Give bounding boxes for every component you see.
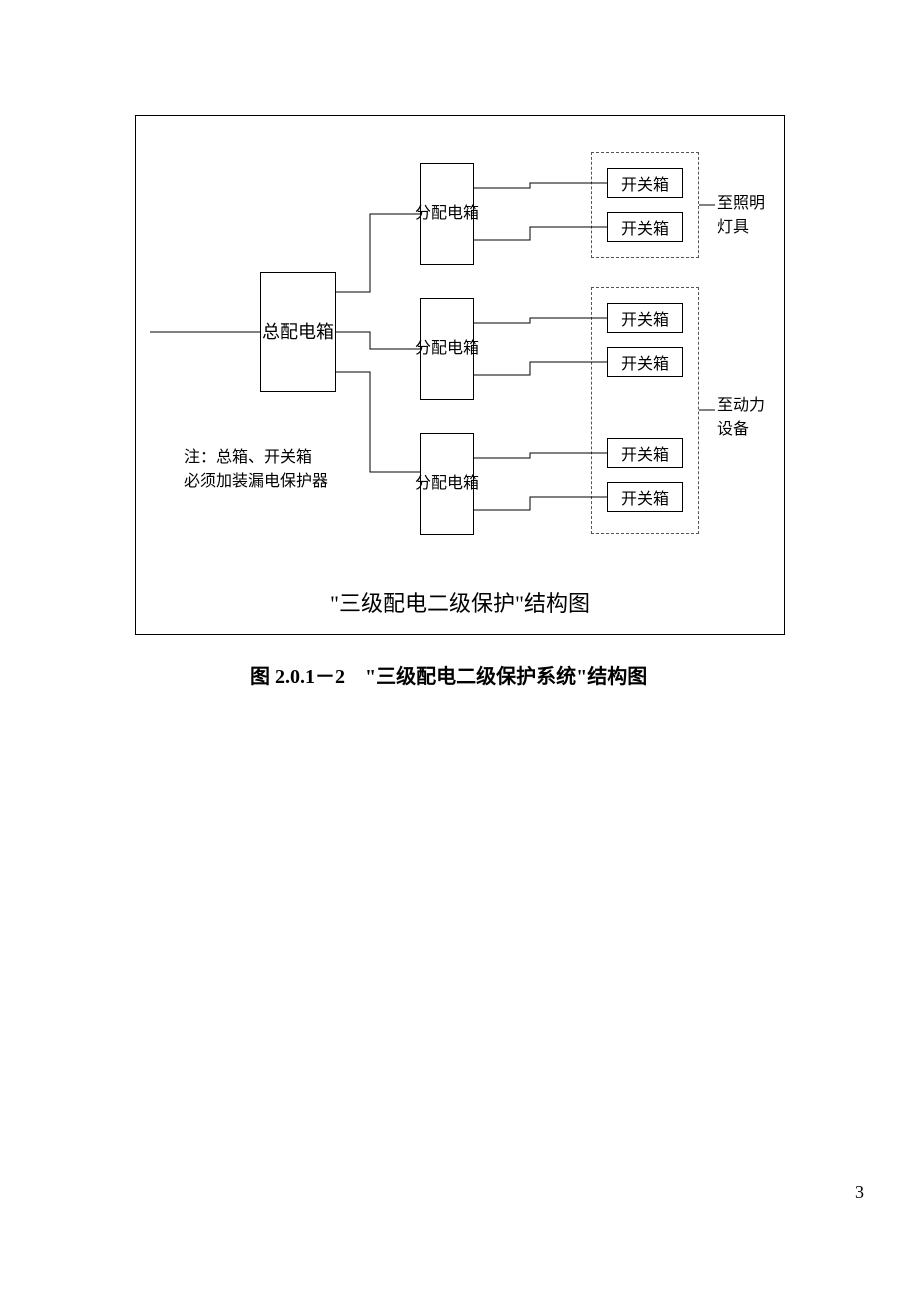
diagram-title: "三级配电二级保护"结构图 <box>135 586 785 618</box>
sub-distribution-box-0: 分配电箱 <box>420 163 474 265</box>
dashed-group-1 <box>591 287 699 534</box>
dashed-group-0 <box>591 152 699 258</box>
output-label-power: 至动力设备 <box>717 394 777 442</box>
sub-distribution-box-1: 分配电箱 <box>420 298 474 400</box>
figure-caption: 图 2.0.1－2 "三级配电二级保护系统"结构图 <box>250 660 647 689</box>
output-label-lighting: 至照明灯具 <box>717 192 777 240</box>
sub-distribution-box-2: 分配电箱 <box>420 433 474 535</box>
note-text: 注：总箱、开关箱必须加装漏电保护器 <box>184 446 394 494</box>
main-distribution-box: 总配电箱 <box>260 272 336 392</box>
page-number: 3 <box>855 1182 864 1203</box>
